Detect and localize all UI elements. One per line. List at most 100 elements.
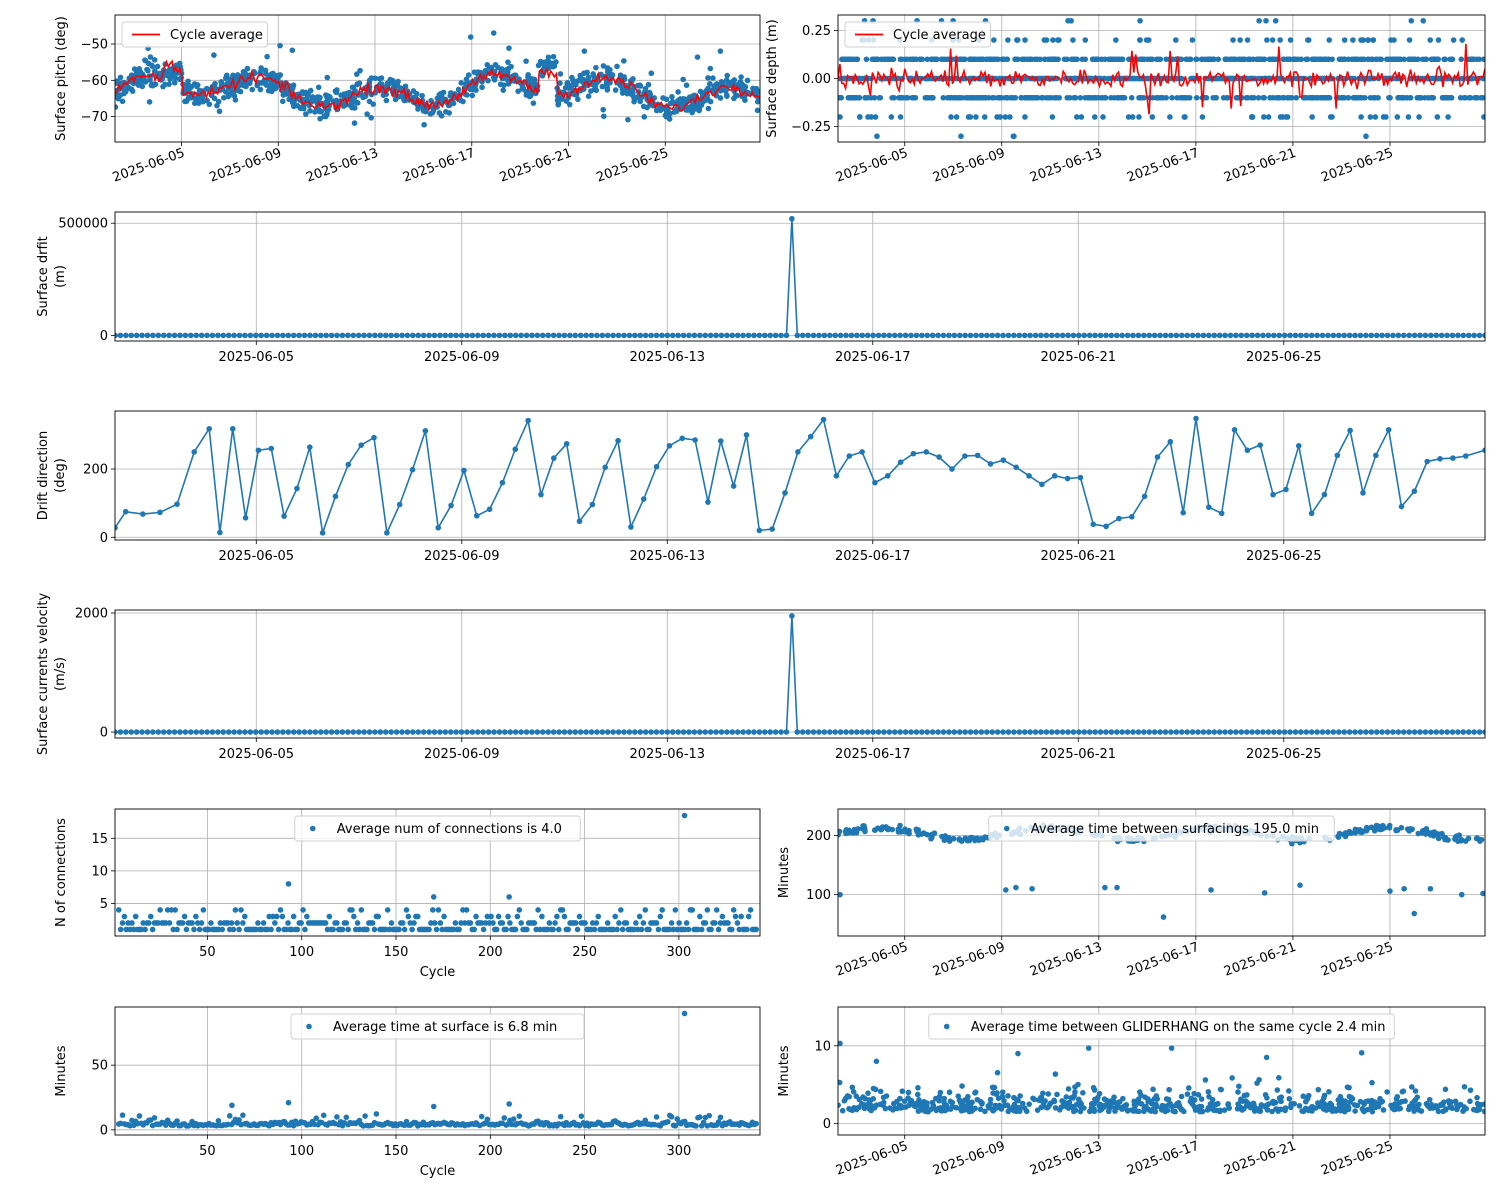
data-point [189, 920, 195, 926]
data-point [1151, 332, 1158, 339]
data-point [832, 332, 838, 339]
data-point [388, 920, 395, 926]
data-point [1149, 56, 1155, 63]
data-point [1465, 332, 1472, 339]
data-point [689, 109, 695, 116]
data-point [1000, 332, 1006, 339]
data-point [1230, 37, 1236, 43]
data-point [354, 81, 361, 87]
data-point [1050, 56, 1056, 63]
data-point [115, 524, 118, 531]
data-point [431, 332, 438, 339]
data-point [870, 1096, 877, 1102]
data-point [633, 95, 639, 101]
data-point [873, 1058, 880, 1065]
data-point [343, 920, 350, 926]
data-point [146, 920, 152, 926]
legend-marker-swatch [306, 1023, 312, 1030]
data-point [1012, 94, 1019, 101]
data-point [1401, 885, 1407, 892]
data-point [1386, 824, 1393, 831]
data-point [772, 332, 779, 339]
data-point [1184, 1091, 1191, 1097]
x-tick-label: 2025-06-21 [1222, 1139, 1298, 1179]
data-point [1341, 729, 1348, 735]
data-point [1453, 1101, 1460, 1108]
data-point [1054, 37, 1061, 43]
data-point [1384, 332, 1391, 339]
data-point [188, 332, 194, 339]
x-tick-label: 2025-06-05 [219, 747, 295, 762]
data-point [1264, 1095, 1270, 1101]
data-point [676, 920, 682, 926]
data-point [137, 68, 144, 75]
data-point [1079, 56, 1086, 63]
data-point [275, 926, 282, 933]
data-point [323, 729, 329, 735]
data-point [273, 913, 280, 920]
data-point [166, 81, 172, 87]
data-point [600, 63, 607, 69]
data-point [1103, 332, 1109, 339]
data-point [1368, 824, 1375, 831]
x-tick-label: 2025-06-13 [304, 146, 380, 186]
data-point [653, 332, 660, 339]
data-point [1435, 831, 1441, 837]
data-point [133, 729, 140, 735]
data-point [861, 1105, 868, 1112]
data-point [912, 1101, 918, 1108]
data-point [1371, 1100, 1377, 1107]
data-point [1003, 887, 1009, 893]
legend-marker-swatch [309, 825, 316, 832]
data-point [870, 332, 876, 339]
data-point [136, 1113, 143, 1119]
data-point [953, 94, 959, 101]
data-point [833, 473, 840, 479]
data-point [437, 920, 444, 926]
data-point [974, 1096, 981, 1103]
data-point [362, 93, 369, 99]
data-point [1130, 729, 1136, 735]
data-point [229, 1102, 235, 1109]
data-point [1034, 56, 1040, 63]
data-point [922, 1108, 929, 1115]
data-point [366, 332, 373, 339]
data-point [475, 332, 481, 339]
data-point [1445, 1098, 1452, 1104]
data-point [1480, 890, 1485, 897]
data-point [545, 332, 552, 339]
data-point [1113, 332, 1120, 339]
data-point [581, 48, 588, 54]
data-point [1011, 133, 1017, 140]
data-point [1326, 1088, 1332, 1095]
data-point [917, 1103, 924, 1110]
x-tick-label: 50 [199, 945, 216, 960]
data-point [1378, 56, 1385, 63]
data-point [950, 835, 957, 842]
data-point [724, 93, 730, 99]
data-point [657, 107, 664, 114]
data-point [1298, 332, 1304, 339]
plot-area [115, 415, 1485, 536]
data-point [1314, 729, 1320, 735]
data-point [1305, 37, 1311, 43]
data-point [290, 913, 297, 920]
data-point [843, 332, 849, 339]
data-point [612, 913, 618, 920]
data-point [343, 1114, 350, 1121]
legend-box [294, 815, 581, 842]
data-point [1210, 94, 1216, 101]
data-point [1135, 332, 1142, 339]
data-point [1457, 94, 1464, 101]
data-point [877, 1088, 884, 1095]
plot-area [115, 812, 760, 933]
data-point [993, 1091, 1000, 1097]
data-point [227, 76, 234, 82]
data-point [1041, 56, 1048, 63]
plot-area [838, 1040, 1485, 1115]
y-tick-label: 0.00 [802, 72, 831, 87]
data-point [1308, 510, 1315, 517]
data-point [263, 332, 270, 339]
data-point [1280, 94, 1287, 101]
